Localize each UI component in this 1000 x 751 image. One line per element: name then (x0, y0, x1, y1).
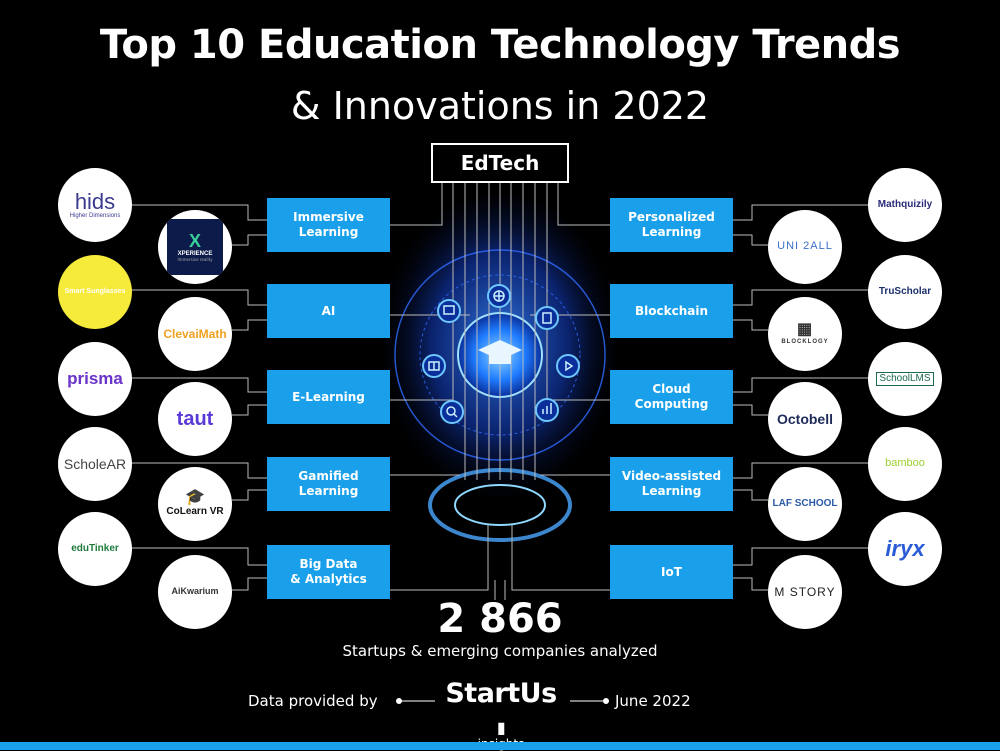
trend-big-data: Big Data & Analytics (267, 545, 390, 599)
logo-mathquizily: Mathquizily (868, 168, 942, 242)
trend-gamified-learning: Gamified Learning (267, 457, 390, 511)
logo-prisma: prisma (58, 342, 132, 416)
logo-hids: hids Higher Dimensions (58, 168, 132, 242)
logo-smart-sunglasses: Smart Sunglasses (58, 255, 132, 329)
logo-colearn-vr: 🎓 CoLearn VR (158, 467, 232, 541)
stat-label: Startups & emerging companies analyzed (342, 642, 658, 660)
title-line-2: & Innovations in 2022 (290, 84, 710, 128)
logo-uni2all: UNI 2ALL (768, 210, 842, 284)
brand-name: StartUs (445, 678, 557, 709)
logo-truscholar: TruScholar (868, 255, 942, 329)
logo-octobell: Octobell (768, 382, 842, 456)
notebook-icon (535, 306, 559, 330)
startus-insights-logo: StartUs ▮ insights (441, 678, 561, 751)
title-line-1: Top 10 Education Technology Trends (99, 22, 901, 68)
trend-cloud-computing: Cloud Computing (610, 370, 733, 424)
trend-e-learning: E-Learning (267, 370, 390, 424)
hub-edtech: EdTech (431, 143, 569, 183)
logo-aikwarium: AiKwarium (158, 555, 232, 629)
footer-date: June 2022 (615, 692, 691, 710)
trend-blockchain: Blockchain (610, 284, 733, 338)
bars-icon: ▮ (496, 718, 506, 737)
logo-edutinker: eduTinker (58, 512, 132, 586)
trend-personalized-learning: Personalized Learning (610, 198, 733, 252)
footer-data-provided: Data provided by (248, 692, 378, 710)
trend-ai: AI (267, 284, 390, 338)
logo-schoollms: SchoolLMS (868, 342, 942, 416)
logo-m-story: M STORY (768, 555, 842, 629)
presentation-icon (437, 299, 461, 323)
trend-video-assisted-learning: Video-assisted Learning (610, 457, 733, 511)
logo-laf-school: LAF SCHOOL (768, 467, 842, 541)
bottom-accent-bar (0, 742, 1000, 750)
logo-iryx: iryx (868, 512, 942, 586)
footer-line-right (570, 698, 609, 704)
logo-taut: taut (158, 382, 232, 456)
trend-immersive-learning: Immersive Learning (267, 198, 390, 252)
logo-clevaimath: ClevaiMath (158, 297, 232, 371)
logo-blocklogy: ▦ BLOCKLOGY (768, 297, 842, 371)
logo-scholear: ScholeAR (58, 427, 132, 501)
footer-line-left (396, 698, 435, 704)
stat-value: 2 866 (437, 596, 563, 642)
logo-bamboo: bamboo (868, 427, 942, 501)
search-icon (440, 400, 464, 424)
logo-xperience: X XPERIENCE Immersive reality (158, 210, 232, 284)
graduation-cap-icon (478, 340, 522, 364)
play-icon (556, 354, 580, 378)
trend-iot: IoT (610, 545, 733, 599)
